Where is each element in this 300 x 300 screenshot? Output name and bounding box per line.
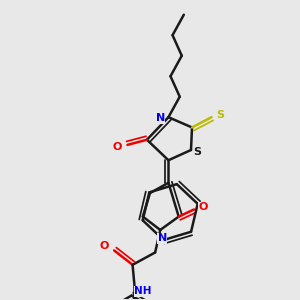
Text: O: O [99, 241, 109, 251]
Text: O: O [112, 142, 122, 152]
Text: N: N [156, 113, 165, 123]
Text: N: N [158, 233, 167, 243]
Text: S: S [193, 147, 201, 157]
Text: S: S [217, 110, 225, 120]
Text: NH: NH [134, 286, 152, 296]
Text: O: O [199, 202, 208, 212]
